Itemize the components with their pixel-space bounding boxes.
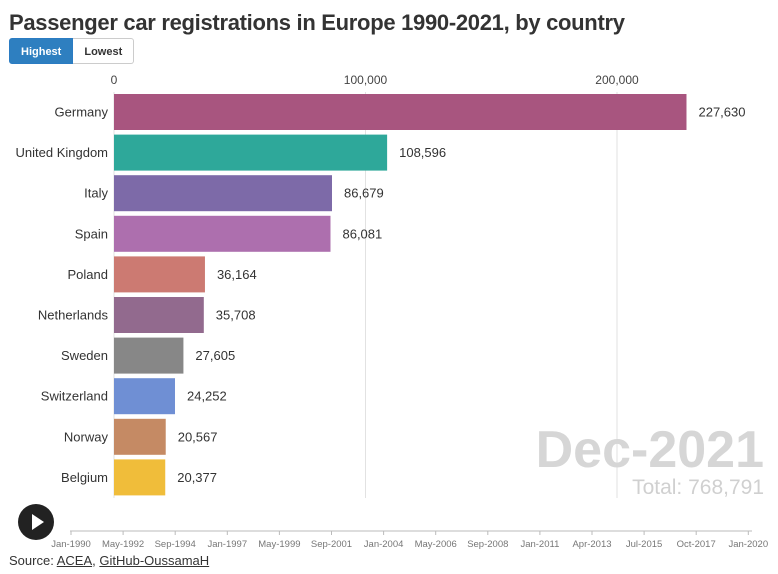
value-label: 36,164: [217, 267, 257, 282]
chart-title: Passenger car registrations in Europe 19…: [9, 10, 625, 35]
bar: [114, 459, 166, 496]
x-axis-ticks: 0 100,000 200,000: [111, 73, 639, 87]
category-label: Italy: [84, 186, 108, 201]
timeline-label: Jan-2011: [520, 539, 559, 550]
current-date-label: Dec-2021: [535, 421, 764, 479]
timeline-label: Oct-2017: [677, 539, 716, 550]
x-tick-label: 0: [111, 73, 118, 87]
timeline-label: Jan-2004: [364, 539, 404, 550]
bar: [114, 418, 166, 455]
timeline-label: Sep-1994: [155, 539, 196, 550]
sort-toggle: Highest Lowest: [9, 38, 135, 64]
value-label: 108,596: [399, 145, 446, 160]
category-label: Poland: [68, 267, 108, 282]
source-link-acea[interactable]: ACEA: [56, 553, 93, 568]
bar: [114, 215, 331, 252]
category-label: Switzerland: [41, 389, 108, 404]
timeline-label: Apr-2013: [572, 539, 611, 550]
source-line: Source: ACEA, GitHub-OussamaH: [9, 553, 209, 568]
bar: [114, 337, 184, 374]
bar: [114, 378, 175, 415]
bar: [114, 297, 204, 333]
x-tick-label: 100,000: [344, 73, 388, 87]
timeline-label: May-1992: [102, 539, 144, 550]
timeline-label: May-2006: [415, 539, 457, 550]
category-label: Sweden: [61, 348, 108, 363]
value-label: 86,081: [342, 226, 382, 241]
category-label: Netherlands: [38, 308, 109, 323]
value-label: 20,377: [177, 470, 217, 485]
value-label: 24,252: [187, 389, 227, 404]
source-separator: ,: [92, 553, 100, 568]
timeline-axis: Jan-1990 May-1992 Sep-1994 Jan-1997 May-1999…: [51, 530, 768, 550]
lowest-button[interactable]: Lowest: [73, 38, 135, 64]
timeline-label: Jan-1997: [207, 539, 247, 550]
category-label: Spain: [75, 226, 108, 241]
timeline-label: Sep-2001: [311, 539, 352, 550]
play-button[interactable]: [18, 504, 54, 540]
category-label: United Kingdom: [16, 145, 109, 160]
value-label: 86,679: [344, 186, 384, 201]
bar: [114, 94, 687, 130]
timeline-label: Jan-2020: [728, 539, 768, 550]
category-label: Norway: [64, 429, 109, 444]
highest-button[interactable]: Highest: [9, 38, 74, 64]
value-label: 20,567: [178, 429, 218, 444]
source-link-github[interactable]: GitHub-OussamaH: [99, 553, 210, 568]
timeline-label: Jul-2015: [626, 539, 662, 550]
total-label: Total: 768,791: [632, 476, 764, 499]
source-label: Source:: [9, 553, 54, 568]
timeline-label: May-1999: [258, 539, 300, 550]
bar: [114, 134, 388, 171]
category-label: Germany: [55, 105, 109, 120]
value-label: 227,630: [698, 105, 745, 120]
bars: Germany 227,630 United Kingdom 108,596 Italy…: [16, 94, 745, 496]
category-label: Belgium: [61, 470, 108, 485]
timeline-label: Sep-2008: [467, 539, 508, 550]
bar: [114, 175, 332, 212]
timeline-label: Jan-1990: [51, 539, 91, 550]
value-label: 27,605: [195, 348, 235, 363]
bar: [114, 256, 205, 293]
x-tick-label: 200,000: [595, 73, 639, 87]
value-label: 35,708: [216, 308, 256, 323]
